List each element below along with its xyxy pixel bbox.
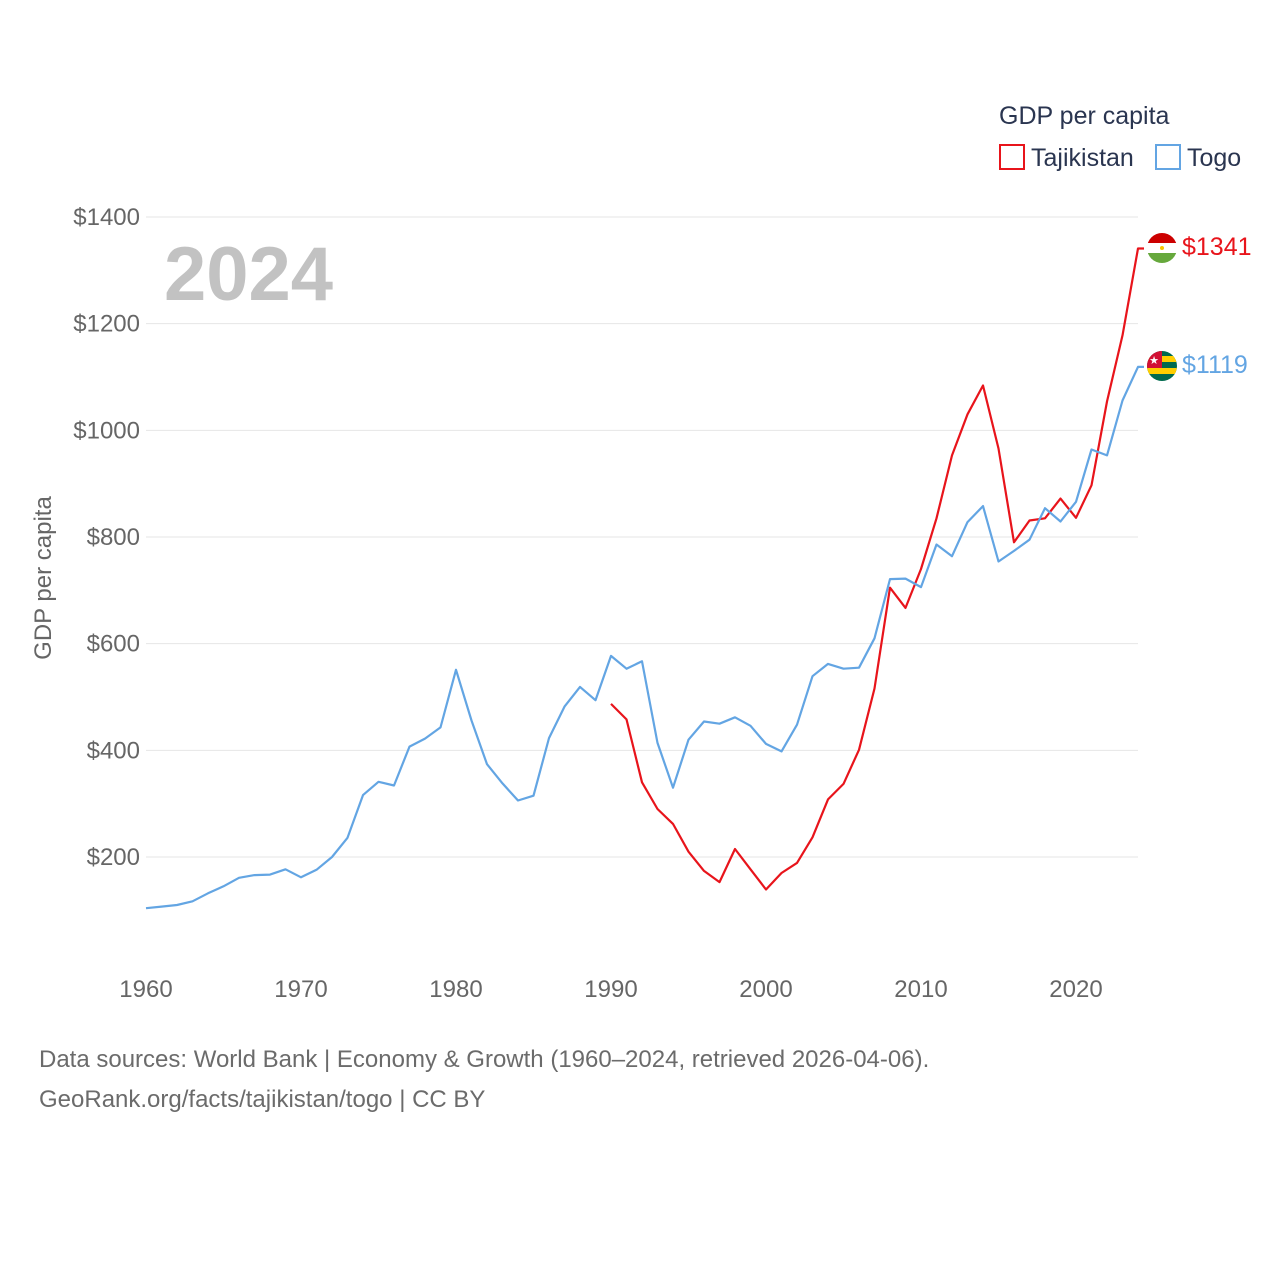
togo-flag-icon: ★: [1147, 351, 1177, 381]
y-tick-label: $400: [87, 737, 140, 764]
footer-attribution: GeoRank.org/facts/tajikistan/togo | CC B…: [39, 1086, 486, 1113]
legend-label-togo: Togo: [1187, 144, 1241, 172]
x-tick-label: 1970: [274, 976, 327, 1003]
x-axis-ticks: 1960 1970 1980 1990 2000 2010 2020: [119, 976, 1102, 1003]
x-tick-label: 1960: [119, 976, 172, 1003]
end-label-tajikistan: $1341: [1182, 233, 1252, 261]
svg-text:★: ★: [1149, 354, 1159, 367]
y-tick-label: $200: [87, 844, 140, 871]
end-label-togo: $1119: [1182, 351, 1248, 379]
y-tick-label: $1400: [73, 204, 140, 231]
y-axis-ticks: $200 $400 $600 $800 $1000 $1200 $1400: [73, 204, 140, 871]
legend: GDP per capita Tajikistan Togo: [999, 102, 1241, 172]
footer: Data sources: World Bank | Economy & Gro…: [39, 1040, 929, 1120]
x-tick-label: 2010: [894, 976, 947, 1003]
footer-sources: Data sources: World Bank | Economy & Gro…: [39, 1046, 930, 1073]
year-watermark: 2024: [164, 232, 333, 317]
legend-label-tajikistan: Tajikistan: [1031, 144, 1134, 172]
legend-swatch-tajikistan: [999, 144, 1025, 170]
gridlines: [146, 216, 1138, 858]
x-tick-label: 1990: [584, 976, 637, 1003]
tajikistan-flag-icon: [1147, 233, 1177, 263]
series-line-togo: [145, 365, 1144, 910]
legend-title: GDP per capita: [999, 102, 1170, 130]
x-tick-label: 2020: [1049, 976, 1102, 1003]
x-tick-label: 1980: [429, 976, 482, 1003]
series-line-tajikistan: [610, 247, 1144, 891]
y-axis-label: GDP per capita: [30, 496, 57, 660]
legend-swatch-togo: [1155, 144, 1181, 170]
series-lines: [145, 247, 1144, 910]
y-tick-label: $800: [87, 524, 140, 551]
x-tick-label: 2000: [739, 976, 792, 1003]
y-tick-label: $1000: [73, 417, 140, 444]
y-tick-label: $600: [87, 631, 140, 658]
y-tick-label: $1200: [73, 311, 140, 338]
gdp-line-chart: $200 $400 $600 $800 $1000 $1200 $1400 1960 1970…: [30, 102, 1252, 1003]
